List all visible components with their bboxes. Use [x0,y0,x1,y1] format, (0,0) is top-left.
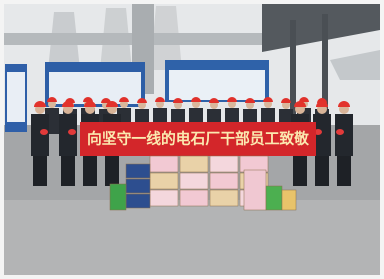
gift-box [126,179,150,193]
gift-box [126,194,150,208]
gift-box [180,173,208,189]
photo: 向坚守一线的电石厂干部员工致敬 [0,0,384,279]
person-legs [293,156,307,186]
gift-box [150,156,178,172]
person-legs [61,156,75,186]
board-panel [7,72,25,122]
floor [4,200,380,275]
gift-box [150,190,178,206]
gift-box [110,184,126,210]
gift-box [180,190,208,206]
red-flower [336,129,344,135]
person-legs [33,156,47,186]
banner-text: 向坚守一线的电石厂干部员工致敬 [87,130,310,148]
red-flower [40,129,48,135]
person-body [31,114,49,156]
person-body [335,114,353,156]
person-body [59,114,77,156]
gift-box [210,156,238,172]
person-legs [105,156,119,186]
gift-box [126,164,150,178]
red-flower [68,129,76,135]
person-legs [337,156,351,186]
gift-box [180,156,208,172]
gift-box [282,190,296,210]
gift-box [210,190,238,206]
person-legs [83,156,97,186]
gift-boxes [110,156,296,210]
gift-box [240,156,268,172]
gift-box [210,173,238,189]
page: 向坚守一线的电石厂干部员工致敬 (() => { const data = JS… [0,0,384,279]
gift-box [244,170,266,210]
gift-box [266,186,282,210]
board-panel [169,70,265,100]
person-legs [315,156,329,186]
gift-box [150,173,178,189]
